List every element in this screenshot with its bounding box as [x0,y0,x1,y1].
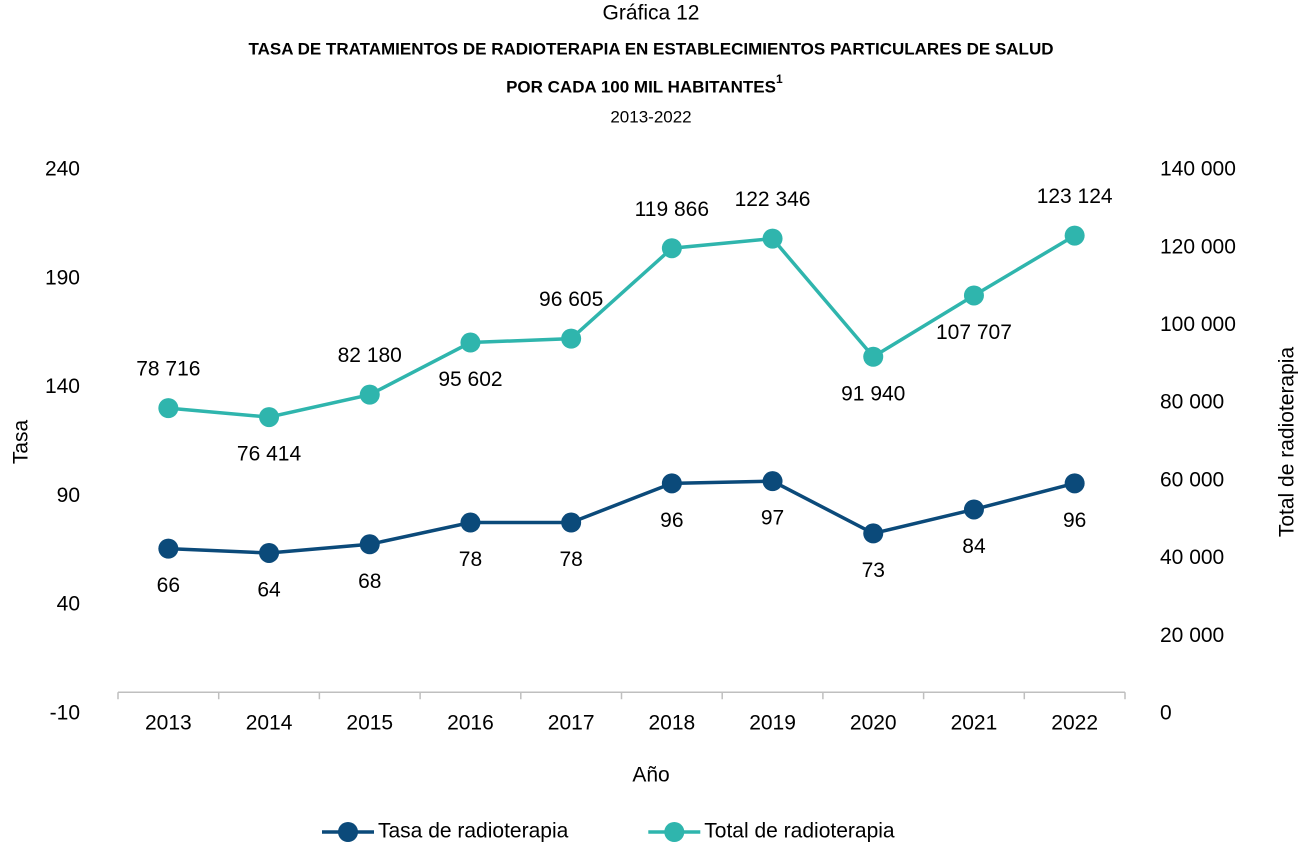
y2-tick-label: 140 000 [1160,158,1236,181]
data-point [1064,473,1085,494]
data-point [863,523,884,544]
data-label: 96 605 [539,288,603,311]
x-tick-label: 2014 [246,712,293,735]
y-tick-label: 90 [57,484,80,507]
data-label: 78 [459,548,482,571]
data-point [963,499,984,520]
data-point [460,512,481,533]
data-label: 107 707 [936,321,1012,344]
data-point [359,534,380,555]
data-point [561,328,582,349]
data-point [359,384,380,405]
y-axis-label: Tasa [10,420,33,465]
series-line [168,479,1076,555]
chart-subtitle: 2013-2022 [610,107,691,126]
data-point [661,473,682,494]
legend-marker [338,822,358,842]
x-tick-label: 2016 [447,712,494,735]
chart-title: POR CADA 100 MIL HABITANTES [506,77,776,96]
data-point [561,512,582,533]
data-label: 78 716 [136,358,200,381]
legend-label: Total de radioterapia [704,820,895,843]
y2-axis-label: Total de radioterapia [1276,347,1299,538]
x-tick-label: 2015 [346,712,393,735]
y2-tick-label: 80 000 [1160,391,1224,414]
x-tick-label: 2022 [1051,712,1098,735]
data-label: 66 [157,574,180,597]
legend-label: Tasa de radioterapia [378,820,569,843]
data-point [963,285,984,306]
x-tick-label: 2020 [850,712,897,735]
data-point [259,407,280,428]
y2-tick-label: 40 000 [1160,546,1224,569]
data-label: 91 940 [841,382,905,405]
y-tick-label: 140 [45,375,80,398]
y2-tick-label: 120 000 [1160,235,1236,258]
x-tick-label: 2019 [749,712,796,735]
data-point [259,542,280,563]
data-label: 76 414 [237,443,302,466]
chart-title: TASA DE TRATAMIENTOS DE RADIOTERAPIA EN … [248,39,1053,58]
data-label: 119 866 [635,198,709,221]
x-tick-label: 2021 [951,712,998,735]
data-label: 82 180 [338,344,402,367]
data-label: 68 [358,570,381,593]
data-point [158,398,179,419]
data-point [158,538,179,559]
y2-tick-label: 0 [1160,702,1172,725]
x-tick-label: 2017 [548,712,595,735]
data-label: 73 [862,559,885,582]
data-label: 78 [559,548,582,571]
data-label: 64 [257,579,281,602]
data-point [460,332,481,353]
data-label: 96 [1063,509,1086,532]
title-note: 1 [776,72,783,86]
data-label: 122 346 [735,188,811,211]
x-axis-label: Año [632,764,669,787]
series-line [168,234,1076,419]
y2-tick-label: 100 000 [1160,313,1236,336]
data-label: 96 [660,509,683,532]
y2-tick-label: 20 000 [1160,624,1224,647]
y-tick-label: -10 [50,702,80,725]
y-tick-label: 40 [57,593,80,616]
data-point [863,346,884,367]
data-label: 123 124 [1037,185,1113,208]
y2-tick-label: 60 000 [1160,468,1224,491]
data-point [762,471,783,492]
y-tick-label: 240 [45,158,80,181]
data-point [661,238,682,259]
data-point [1064,225,1085,246]
data-point [762,228,783,249]
y-tick-label: 190 [45,266,80,289]
x-tick-label: 2018 [648,712,695,735]
legend-marker [664,822,685,842]
chart-kicker: Gráfica 12 [603,2,700,25]
data-label: 95 602 [438,368,502,391]
data-label: 84 [962,535,986,558]
x-tick-label: 2013 [145,712,192,735]
data-label: 97 [761,507,784,530]
